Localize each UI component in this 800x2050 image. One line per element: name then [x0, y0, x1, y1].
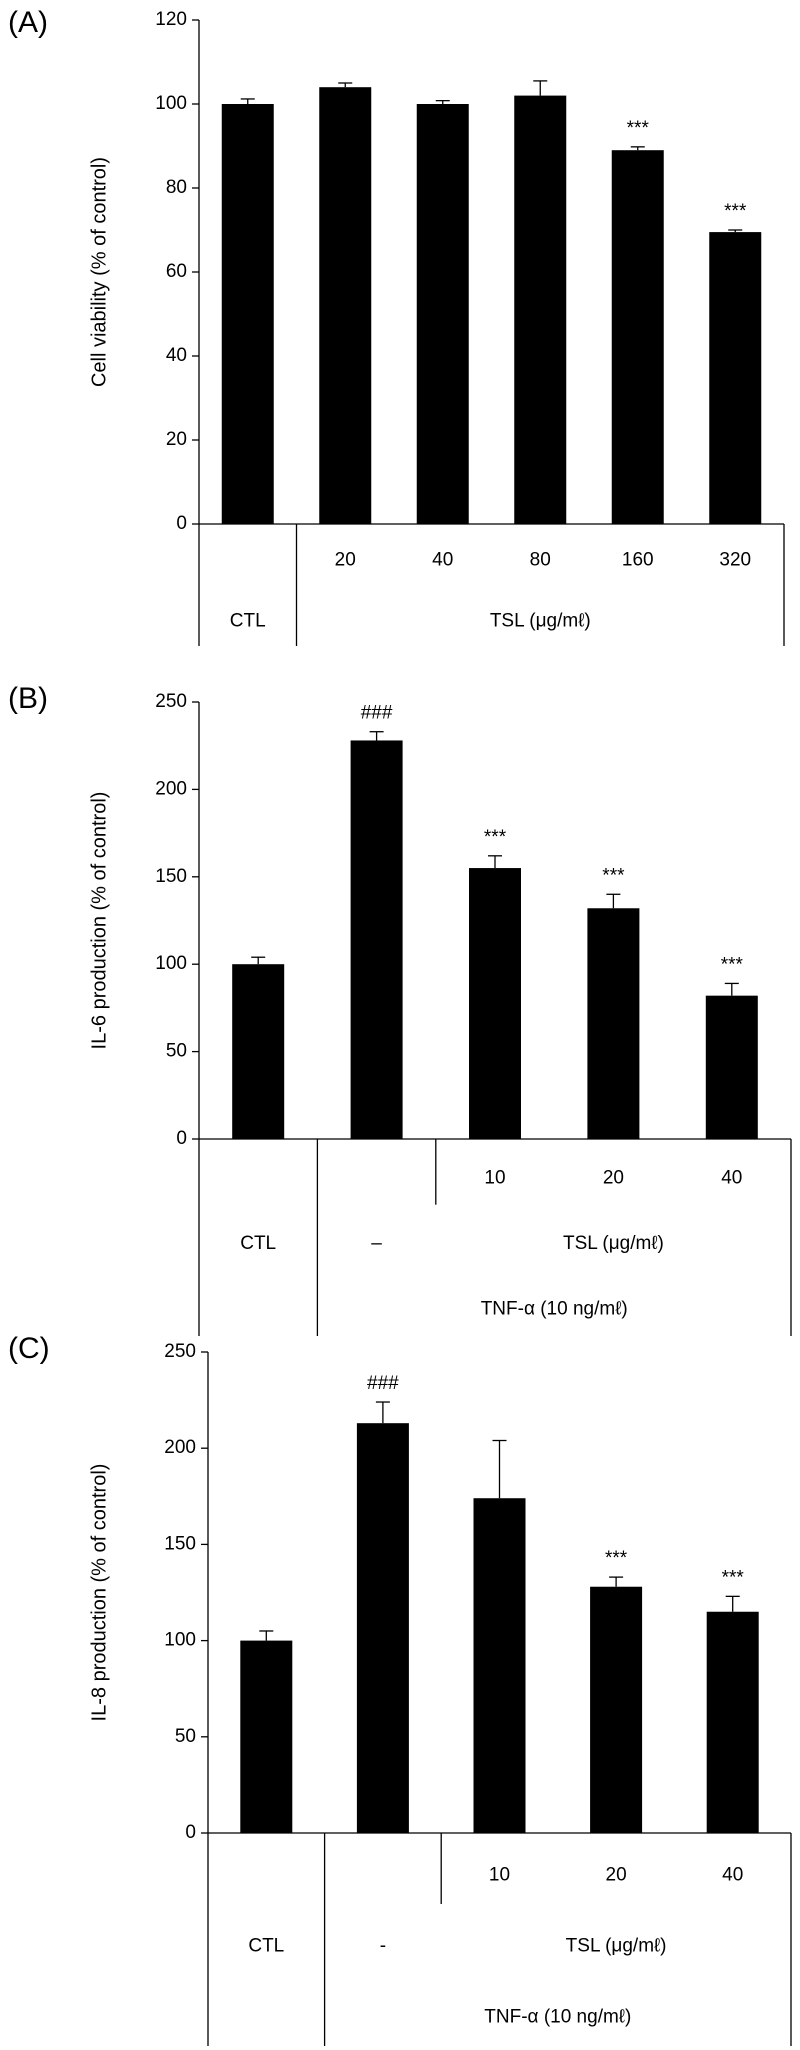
y-tick-label: 200 [164, 1437, 196, 1458]
x-tick-label: 20 [606, 1865, 627, 1886]
x-tick-label: 40 [722, 1865, 743, 1886]
bar [587, 908, 640, 1139]
y-tick-label: 100 [164, 1630, 196, 1651]
y-axis-label: Cell viability (% of control) [88, 157, 110, 387]
bar [232, 964, 285, 1139]
significance-label: *** [605, 1548, 628, 1569]
significance-label: *** [484, 827, 507, 848]
bar [709, 232, 762, 524]
y-tick-label: 80 [166, 177, 187, 198]
significance-label: *** [724, 201, 747, 222]
bar [706, 1611, 759, 1833]
bar [473, 1498, 526, 1833]
x-tick-label: - [380, 1936, 386, 1957]
y-tick-label: 150 [155, 866, 187, 887]
panel-label: (C) [8, 1332, 50, 1365]
group-label: TSL (μg/mℓ) [563, 1233, 664, 1254]
x-tick-label: 40 [432, 550, 453, 571]
x-tick-label: 80 [530, 550, 551, 571]
significance-label: ### [361, 703, 393, 724]
y-tick-label: 20 [166, 429, 187, 450]
bar [514, 95, 567, 524]
y-tick-label: 100 [155, 93, 187, 114]
group-label: TSL (μg/mℓ) [566, 1936, 667, 1957]
bar [350, 740, 403, 1139]
bar [611, 150, 664, 524]
y-axis-label: IL-8 production (% of control) [88, 1464, 110, 1722]
y-tick-label: 40 [166, 345, 187, 366]
bar [319, 87, 372, 524]
y-tick-label: 0 [176, 1128, 187, 1149]
y-axis-label: IL-6 production (% of control) [88, 792, 110, 1050]
significance-label: *** [722, 1567, 745, 1588]
x-tick-label: 20 [603, 1167, 624, 1188]
group-label: TNF-α (10 ng/mℓ) [481, 1299, 628, 1320]
x-tick-label: 320 [719, 550, 751, 571]
y-tick-label: 0 [185, 1822, 196, 1843]
y-tick-label: 150 [164, 1533, 196, 1554]
x-tick-label: 10 [489, 1865, 510, 1886]
x-tick-label: – [371, 1233, 382, 1254]
bar [705, 995, 758, 1139]
x-tick-label: CTL [248, 1936, 284, 1957]
y-tick-label: 120 [155, 9, 187, 30]
significance-label: *** [602, 865, 625, 886]
y-tick-label: 250 [155, 691, 187, 712]
bar [469, 868, 521, 1139]
y-tick-label: 50 [175, 1726, 196, 1747]
panel-label: (B) [8, 682, 48, 715]
panel-label: (A) [8, 6, 48, 39]
bar [590, 1586, 643, 1833]
bar [240, 1640, 293, 1833]
significance-label: *** [627, 118, 650, 139]
bar [221, 104, 274, 524]
x-tick-label: 40 [721, 1167, 742, 1188]
significance-label: *** [721, 954, 744, 975]
significance-label: ### [367, 1373, 399, 1394]
y-tick-label: 0 [176, 513, 187, 534]
x-tick-label: 20 [335, 550, 356, 571]
bar [416, 104, 469, 524]
y-tick-label: 250 [164, 1341, 196, 1362]
y-tick-label: 100 [155, 953, 187, 974]
y-tick-label: 50 [166, 1041, 187, 1062]
x-tick-label: 160 [622, 550, 654, 571]
y-tick-label: 200 [155, 778, 187, 799]
x-tick-label: CTL [230, 611, 266, 632]
bar [356, 1423, 409, 1833]
group-label: TNF-α (10 ng/mℓ) [484, 2007, 631, 2028]
x-tick-label: CTL [240, 1233, 276, 1254]
group-label: TSL (μg/mℓ) [490, 611, 591, 632]
y-tick-label: 60 [166, 261, 187, 282]
x-tick-label: 10 [484, 1167, 505, 1188]
